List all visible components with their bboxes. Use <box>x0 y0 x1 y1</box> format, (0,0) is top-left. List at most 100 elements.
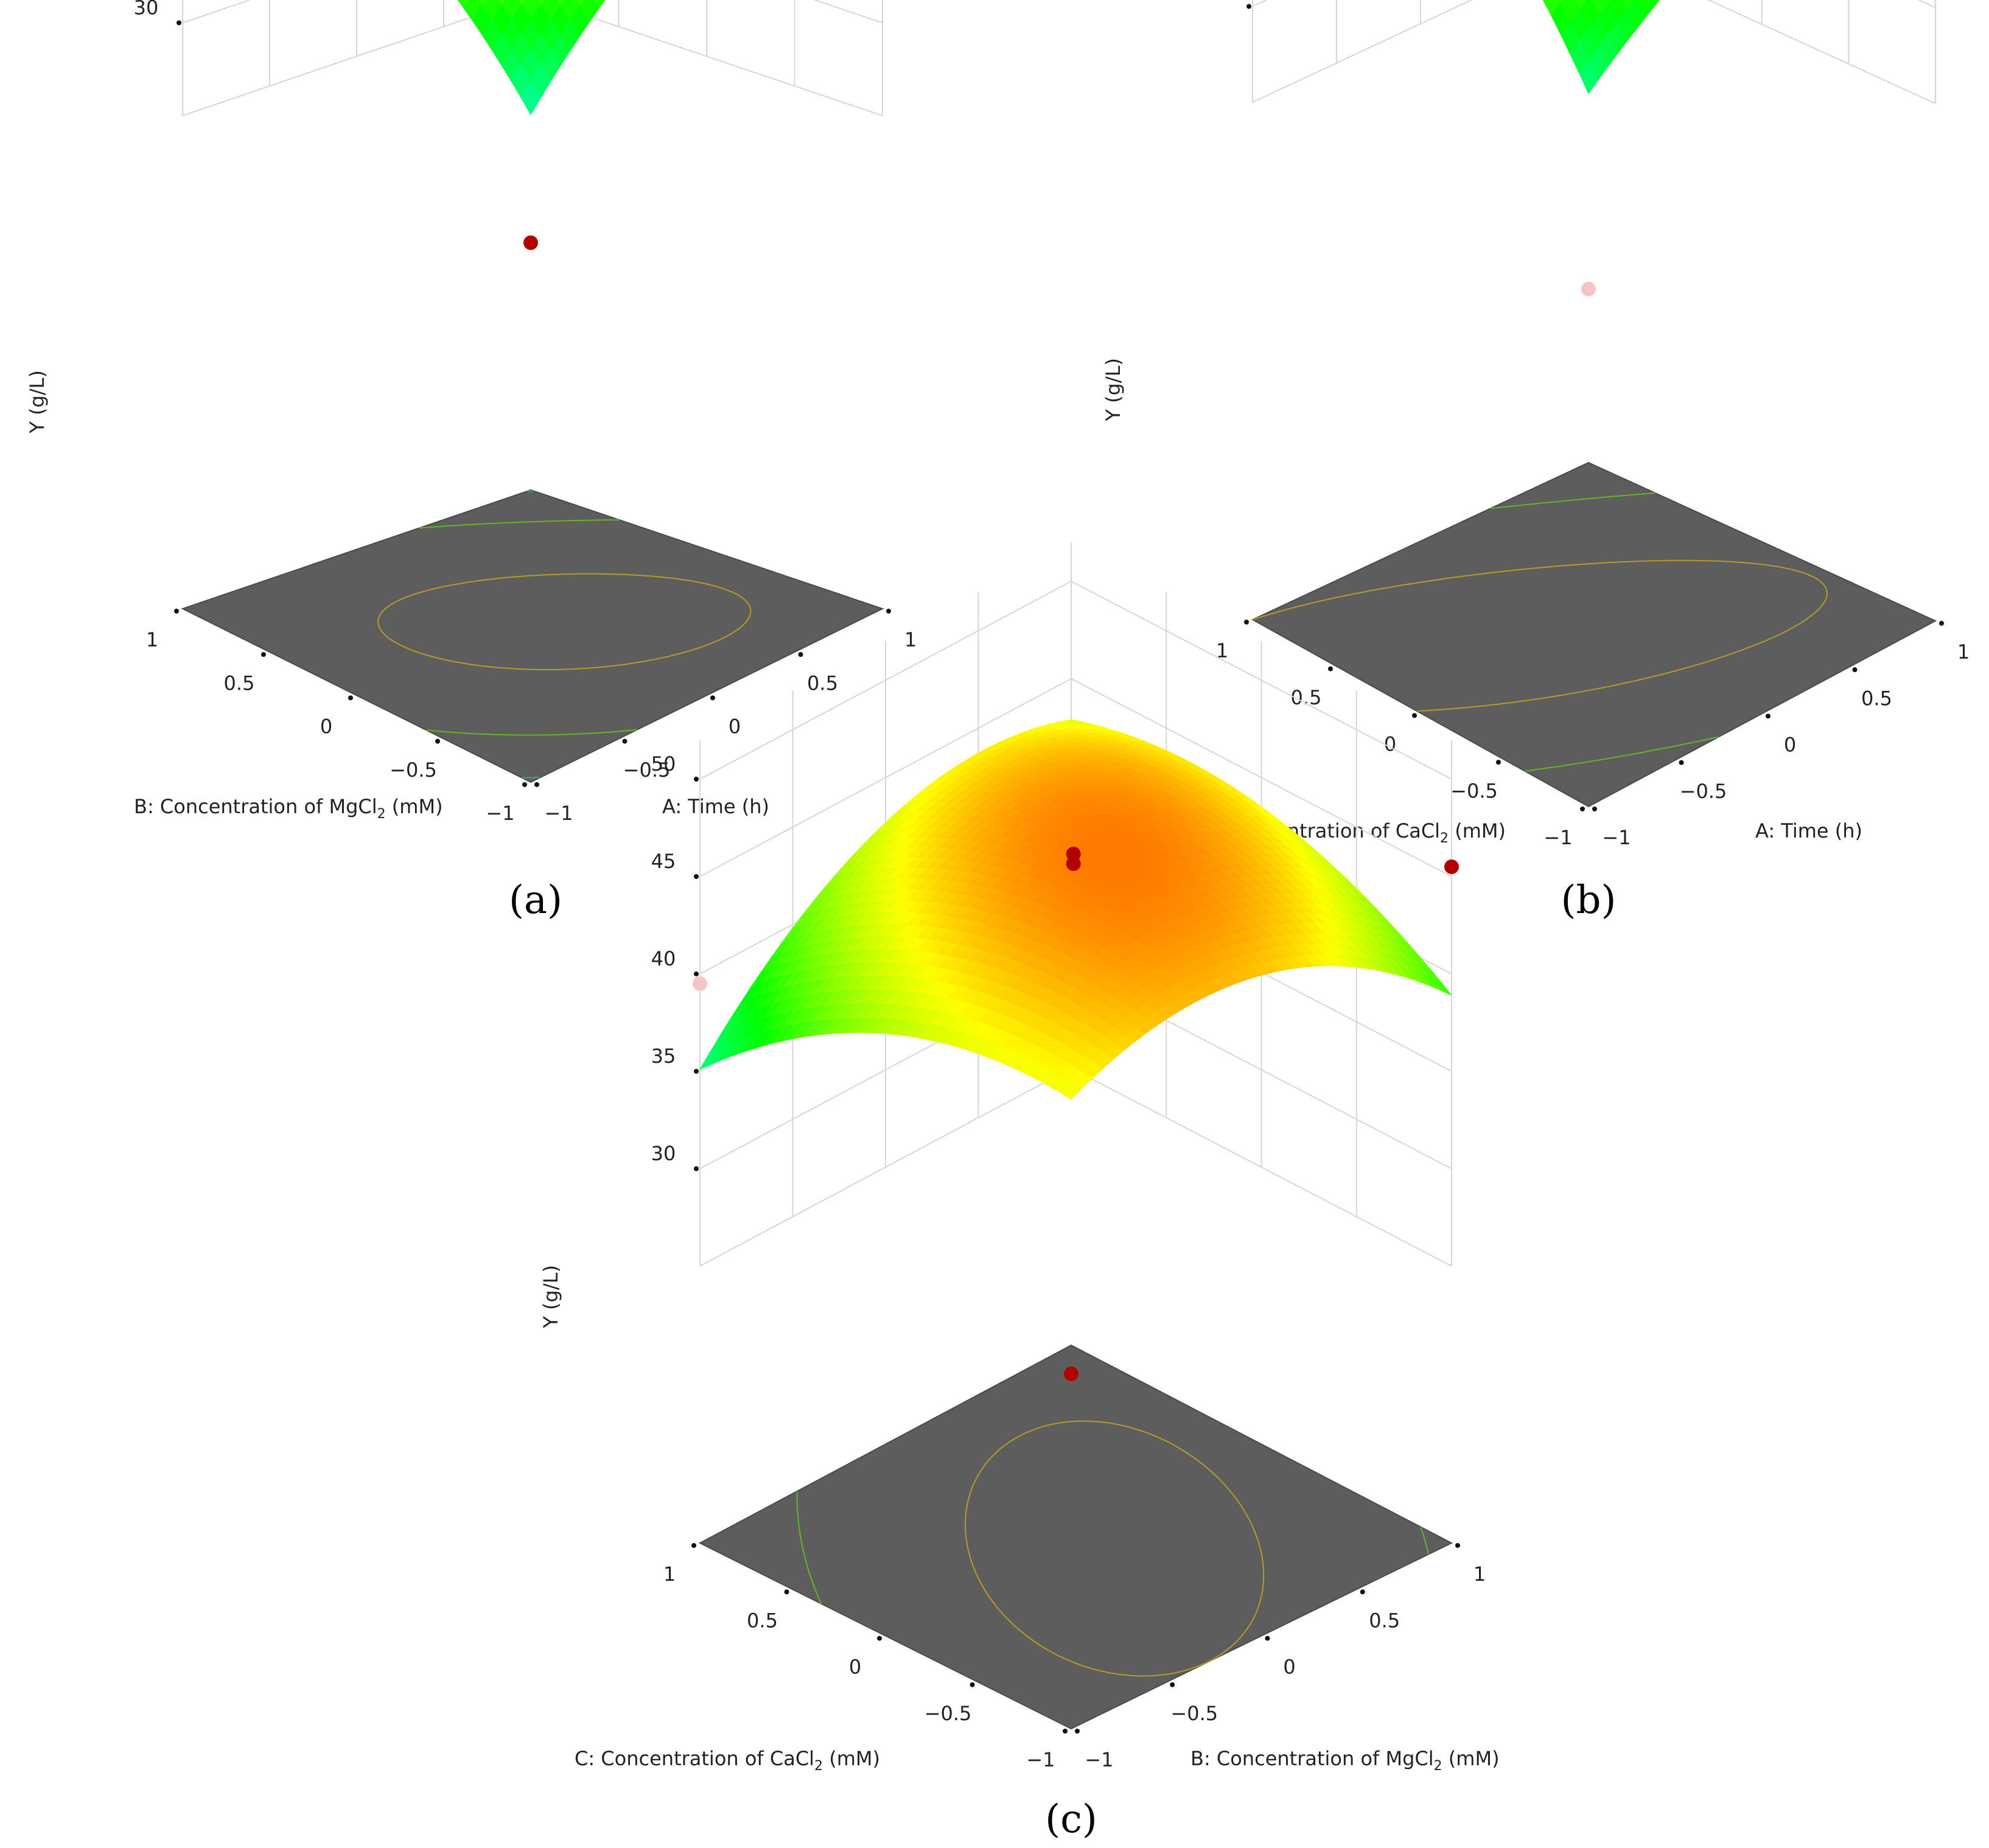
y-axis-label: B: Concentration of MgCl2 (mM) <box>134 795 443 822</box>
floor-plane <box>1251 461 1937 808</box>
z-tick-mark <box>694 777 699 782</box>
y-tick-mark <box>1580 807 1585 811</box>
x-tick-label: 1 <box>1957 640 1970 663</box>
contour-line <box>796 1491 1429 1605</box>
design-point <box>1444 859 1459 874</box>
surface-cell <box>520 81 541 116</box>
x-tick-mark <box>1852 667 1858 673</box>
z-tick-label: 35 <box>651 1045 676 1068</box>
grid-line <box>699 677 1452 877</box>
y-tick-label: 0.5 <box>747 1609 778 1632</box>
x-tick-label: 1 <box>904 628 917 651</box>
design-point <box>1066 856 1081 871</box>
z-tick-mark <box>177 20 181 26</box>
z-tick-label: 50 <box>651 752 676 775</box>
x-axis-label: A: Time (h) <box>1755 819 1862 842</box>
y-tick-label: 0.5 <box>1291 686 1322 709</box>
y-tick-label: −1 <box>1543 826 1572 849</box>
y-tick-label: −1 <box>486 802 514 825</box>
contour-line <box>377 573 752 671</box>
z-tick-mark <box>1246 4 1251 9</box>
x-tick-mark <box>1075 1729 1080 1734</box>
y-tick-label: 1 <box>1216 639 1228 662</box>
panel-label-c: (c) <box>1045 1797 1097 1842</box>
z-tick-mark <box>694 1069 699 1074</box>
y-tick-label: −1 <box>1026 1748 1055 1771</box>
z-tick-mark <box>694 1166 699 1171</box>
x-tick-label: 0.5 <box>1861 687 1892 710</box>
y-tick-mark <box>1244 620 1249 625</box>
y-axis-label: C: Concentration of CaCl2 (mM) <box>575 1747 880 1774</box>
z-axis-label: Y (g/L) <box>26 370 49 434</box>
response-surface <box>1542 0 1660 94</box>
x-tick-mark <box>1939 621 1944 626</box>
x-tick-label: −0.5 <box>1680 780 1727 803</box>
z-tick-label: 40 <box>651 947 676 970</box>
y-tick-mark <box>1328 666 1333 671</box>
design-points <box>1581 282 1596 296</box>
contour-line <box>965 1420 1265 1677</box>
surface-cell <box>1060 1081 1083 1100</box>
design-points <box>693 847 1459 1381</box>
contour-line <box>419 519 637 736</box>
z-tick-label: 30 <box>651 1142 676 1165</box>
y-tick-mark <box>1063 1729 1068 1734</box>
y-tick-label: −0.5 <box>925 1702 972 1725</box>
x-tick-mark <box>1679 760 1684 765</box>
grid-line <box>699 1067 1452 1267</box>
grid-line <box>1252 0 1936 104</box>
x-tick-mark <box>1170 1682 1175 1687</box>
y-tick-label: 1 <box>146 628 158 651</box>
design-points <box>523 235 538 250</box>
panel-label-a: (a) <box>509 878 562 923</box>
z-tick-mark <box>694 971 699 976</box>
z-tick-mark <box>694 874 699 879</box>
y-tick-mark <box>1412 713 1417 718</box>
x-tick-label: 0.5 <box>1369 1609 1400 1632</box>
x-tick-label: 0.5 <box>807 671 838 695</box>
x-tick-mark <box>798 652 803 657</box>
x-tick-mark <box>1592 807 1597 811</box>
panel-c: 30 35 40 45 50 1 0.5 0 −0.5 −1 1 0.5 0 −0.5 −1 Y (g/L)… <box>539 542 1500 1842</box>
x-tick-label: 1 <box>1473 1563 1486 1586</box>
x-axis-label: B: Concentration of MgCl2 (mM) <box>1190 1747 1500 1774</box>
z-tick-label: 45 <box>651 850 676 873</box>
y-tick-label: 0 <box>1384 733 1396 756</box>
panel-label-b: (b) <box>1561 878 1617 923</box>
x-tick-label: −0.5 <box>1170 1702 1218 1725</box>
design-point <box>1581 282 1596 296</box>
y-tick-mark <box>522 782 527 787</box>
x-tick-label: −1 <box>1602 826 1631 849</box>
floor-contour-plane <box>1251 461 1937 808</box>
y-tick-mark <box>348 695 353 701</box>
y-tick-mark <box>970 1682 975 1687</box>
y-tick-label: −0.5 <box>1450 779 1498 802</box>
y-tick-mark <box>435 738 440 744</box>
contour-line <box>522 490 540 779</box>
y-tick-mark <box>784 1589 789 1595</box>
y-tick-mark <box>691 1543 696 1548</box>
response-surface <box>699 719 1452 1100</box>
floor-contour-plane <box>698 1344 1453 1730</box>
z-axis-label: Y (g/L) <box>539 1265 562 1329</box>
x-tick-mark <box>534 782 539 787</box>
y-tick-mark <box>1496 760 1501 765</box>
y-tick-mark <box>877 1636 882 1641</box>
z-axis-label: Y (g/L) <box>1102 358 1125 422</box>
grid-line <box>699 580 1452 780</box>
z-tick-label: 30 <box>134 0 159 19</box>
response-surface <box>457 0 606 116</box>
x-tick-mark <box>710 695 715 701</box>
x-tick-label: 0 <box>1283 1656 1295 1679</box>
contour-line <box>1252 559 1828 712</box>
y-tick-mark <box>261 652 266 657</box>
grid-line <box>182 0 883 116</box>
floor-plane <box>698 1344 1453 1730</box>
y-tick-label: 1 <box>663 1563 676 1586</box>
